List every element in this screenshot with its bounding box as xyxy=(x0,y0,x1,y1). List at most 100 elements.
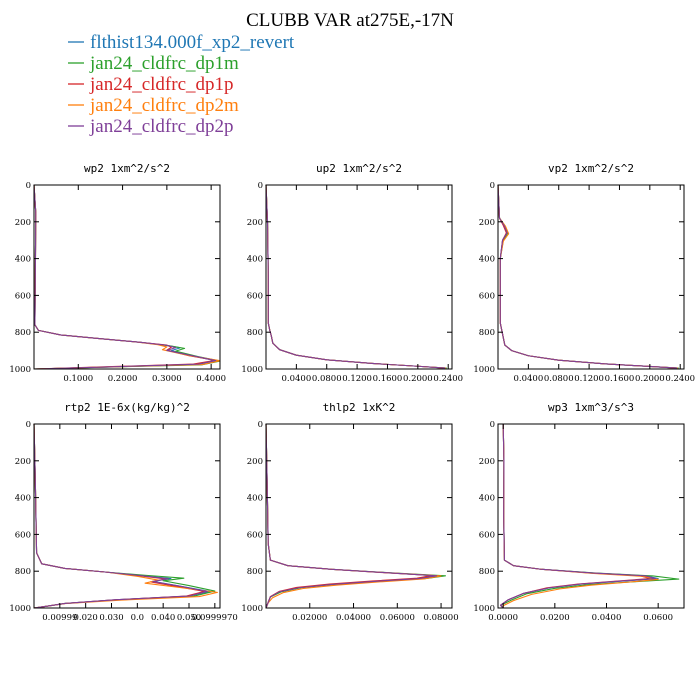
panel-1-ytick-2: 400 xyxy=(247,255,263,265)
panel-1-series-2 xyxy=(265,184,446,369)
panel-5-ytick-2: 400 xyxy=(479,494,495,504)
panel-4-series-1 xyxy=(265,423,446,609)
legend-label-1: jan24_cldfrc_dp1m xyxy=(89,53,239,74)
panel-4-series-0 xyxy=(265,423,438,609)
panel-2: vp2 1xm^2/s^2 0 200 400 600 800 1000 0.0400 0.08… xyxy=(473,162,695,384)
panel-4-series-4 xyxy=(265,423,438,609)
panel-5-series-4 xyxy=(500,423,657,609)
panel-4-xtick-2: 0.06000 xyxy=(380,613,415,623)
panel-0-ytick-0: 0 xyxy=(26,181,31,191)
panel-5-xtick-3: 0.0600 xyxy=(643,613,673,623)
legend: flthist134.000f_xp2_revertjan24_cldfrc_d… xyxy=(68,32,295,137)
legend-label-4: jan24_cldfrc_dp2p xyxy=(89,116,234,137)
panel-3-frame xyxy=(33,423,221,609)
panel-4-ytick-0: 0 xyxy=(258,420,263,430)
panel-2-ytick-0: 0 xyxy=(490,181,495,191)
panel-title-3: rtp2 1E-6x(kg/kg)^2 xyxy=(64,401,190,414)
panel-3-xtick-1: 0.020 xyxy=(73,613,97,623)
panels: wp2 1xm^2/s^2 0 200 400 600 800 1000 0.1000 0.20… xyxy=(9,162,695,623)
panel-5-ytick-5: 1000 xyxy=(473,604,495,614)
panel-2-xtick-0: 0.0400 xyxy=(513,374,543,384)
panel-4-frame xyxy=(265,423,453,609)
panel-3-ytick-4: 800 xyxy=(15,567,31,577)
panel-0-xtick-1: 0.2000 xyxy=(108,374,138,384)
panel-2-xtick-5: 0.2400 xyxy=(665,374,695,384)
panel-2-ytick-3: 600 xyxy=(479,291,495,301)
panel-1-series-3 xyxy=(265,184,446,369)
panel-3-ytick-3: 600 xyxy=(15,530,31,540)
panel-2-frame xyxy=(497,184,685,370)
panel-5-ytick-4: 800 xyxy=(479,567,495,577)
panel-4-xtick-3: 0.08000 xyxy=(423,613,458,623)
panel-1-ytick-3: 600 xyxy=(247,291,263,301)
panel-1-xtick-1: 0.0800 xyxy=(312,374,342,384)
panel-0-ytick-3: 600 xyxy=(15,291,31,301)
panel-4-xtick-1: 0.04000 xyxy=(336,613,371,623)
panel-title-1: up2 1xm^2/s^2 xyxy=(316,162,402,175)
panel-3-series-3 xyxy=(33,423,218,609)
legend-label-2: jan24_cldfrc_dp1p xyxy=(89,74,234,95)
panel-3-xtick-5: 0.050 xyxy=(177,613,201,623)
panel-1-series-0 xyxy=(265,184,445,369)
panel-3-xtick-6: 0.0999970 xyxy=(192,613,238,623)
panel-2-ytick-5: 1000 xyxy=(473,365,495,375)
panel-3-xtick-2: 0.030 xyxy=(99,613,123,623)
panel-4-ytick-1: 200 xyxy=(247,457,263,467)
panel-3-xtick-3: 0.0 xyxy=(131,613,145,623)
panel-5-ytick-3: 600 xyxy=(479,530,495,540)
panel-1-ytick-5: 1000 xyxy=(241,365,263,375)
panel-0-ytick-2: 400 xyxy=(15,255,31,265)
panel-5-frame xyxy=(497,423,685,609)
panel-3-xtick-4: 0.040 xyxy=(151,613,175,623)
panel-3-ytick-0: 0 xyxy=(26,420,31,430)
panel-2-ytick-1: 200 xyxy=(479,218,495,228)
panel-0-ytick-1: 200 xyxy=(15,218,31,228)
panel-1-ytick-0: 0 xyxy=(258,181,263,191)
panel-3-series-4 xyxy=(33,423,208,609)
panel-3-ytick-5: 1000 xyxy=(9,604,31,614)
panel-5-ytick-1: 200 xyxy=(479,457,495,467)
panel-4: thlp2 1xK^2 0 200 400 600 800 1000 0.02000 0.040… xyxy=(241,401,458,623)
figure-title: CLUBB VAR at275E,-17N xyxy=(246,10,454,31)
panel-0-frame xyxy=(33,184,221,370)
panel-3: rtp2 1E-6x(kg/kg)^2020040060080010000.00… xyxy=(9,401,237,623)
panel-1-xtick-3: 0.1600 xyxy=(373,374,403,384)
panel-2-xtick-3: 0.1600 xyxy=(605,374,635,384)
panel-4-ytick-4: 800 xyxy=(247,567,263,577)
legend-label-3: jan24_cldfrc_dp2m xyxy=(89,95,239,116)
panel-1: up2 1xm^2/s^2 0 200 400 600 800 1000 0.0400 0.08… xyxy=(241,162,463,384)
panel-4-xtick-0: 0.02000 xyxy=(292,613,327,623)
panel-5-xtick-2: 0.0400 xyxy=(592,613,622,623)
panel-title-2: vp2 1xm^2/s^2 xyxy=(548,162,634,175)
panel-0-ytick-4: 800 xyxy=(15,328,31,338)
panel-2-series-3 xyxy=(497,184,678,369)
panel-2-ytick-4: 800 xyxy=(479,328,495,338)
panel-title-5: wp3 1xm^3/s^3 xyxy=(548,401,634,414)
panel-2-series-2 xyxy=(497,184,678,369)
panel-4-ytick-2: 400 xyxy=(247,494,263,504)
panel-2-series-0 xyxy=(497,184,677,369)
panel-3-ytick-2: 400 xyxy=(15,494,31,504)
panel-3-series-2 xyxy=(33,423,206,609)
panel-1-ytick-4: 800 xyxy=(247,328,263,338)
panel-1-xtick-2: 0.1200 xyxy=(342,374,372,384)
panel-0-xtick-2: 0.3000 xyxy=(152,374,182,384)
panel-3-xtick-0: 0.00999 xyxy=(42,613,77,623)
panel-3-series-1 xyxy=(33,423,216,609)
panel-5-xtick-1: 0.0200 xyxy=(540,613,570,623)
panel-2-series-4 xyxy=(497,184,678,369)
panel-1-xtick-5: 0.2400 xyxy=(433,374,463,384)
panel-1-series-1 xyxy=(265,184,447,369)
panel-4-series-3 xyxy=(265,423,442,609)
panel-0-xtick-3: 0.4000 xyxy=(196,374,226,384)
panel-0-ytick-5: 1000 xyxy=(9,365,31,375)
panel-0-xtick-0: 0.1000 xyxy=(63,374,93,384)
panel-1-xtick-4: 0.2000 xyxy=(403,374,433,384)
panel-2-series-1 xyxy=(497,184,679,369)
legend-label-0: flthist134.000f_xp2_revert xyxy=(90,32,295,53)
panel-5-ytick-0: 0 xyxy=(490,420,495,430)
panel-2-xtick-2: 0.1200 xyxy=(574,374,604,384)
panel-2-xtick-1: 0.0800 xyxy=(544,374,574,384)
panel-3-series-0 xyxy=(33,423,211,609)
